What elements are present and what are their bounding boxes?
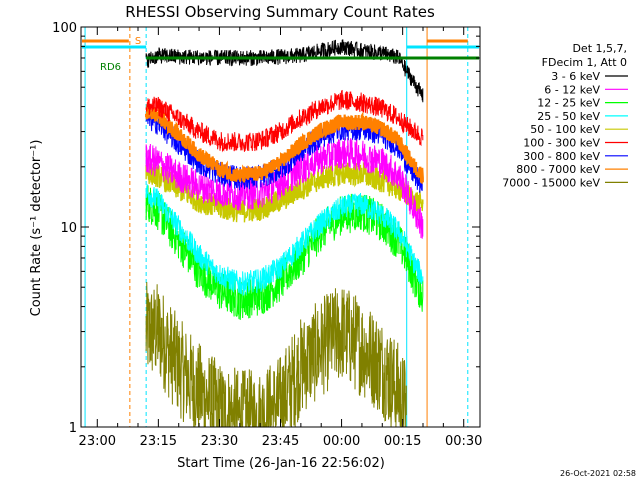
y-tick-label: 1 [69, 421, 77, 436]
legend-entry-label: 6 - 12 keV [544, 83, 600, 96]
y-axis: 1 10 100 [52, 21, 480, 436]
legend-entry-label: 800 - 7000 keV [516, 163, 600, 176]
series-layer [145, 39, 424, 428]
x-tick-label: 00:00 [323, 434, 360, 449]
x-tick-label: 00:30 [445, 434, 482, 449]
timestamp: 26-Oct-2021 02:58 [560, 469, 636, 478]
series-line-6-12-kev [145, 137, 424, 239]
chart-title: RHESSI Observing Summary Count Rates [125, 3, 435, 21]
x-axis: 23:00 23:15 23:30 23:45 00:00 00:15 00:30 [79, 27, 482, 449]
x-tick-label: 23:00 [79, 434, 116, 449]
flag-rd6-label: RD6 [100, 62, 121, 73]
y-tick-label: 100 [52, 21, 77, 36]
series-line-3-6-kev [145, 39, 424, 103]
vertical-markers [84, 27, 469, 427]
series-line-25-50-kev [145, 184, 424, 297]
series-line-800-7000-kev [145, 104, 424, 185]
legend-header: FDecim 1, Att 0 [542, 56, 627, 69]
y-axis-label: Count Rate (s⁻¹ detector⁻¹) [29, 140, 44, 317]
x-tick-label: 23:30 [201, 434, 238, 449]
legend-entry-label: 300 - 800 keV [523, 150, 600, 163]
legend-header: Det 1,5,7, [572, 42, 627, 55]
x-tick-label: 23:15 [140, 434, 177, 449]
x-tick-label: 00:15 [384, 434, 421, 449]
x-axis-label: Start Time (26-Jan-16 22:56:02) [177, 456, 385, 471]
legend-entry-label: 100 - 300 keV [523, 137, 600, 150]
series-line-300-800-kev [145, 108, 424, 193]
series-line-7000-15000-kev [145, 281, 407, 428]
y-tick-label: 10 [60, 221, 77, 236]
flag-s-label: S [135, 36, 141, 47]
legend-entry-label: 3 - 6 keV [551, 70, 600, 83]
series-line-100-300-kev [145, 89, 424, 153]
x-tick-label: 23:45 [262, 434, 299, 449]
legend-entry-label: 12 - 25 keV [537, 97, 600, 110]
state-flags: S RD6 [82, 36, 479, 73]
legend-entry-label: 25 - 50 keV [537, 110, 600, 123]
legend-entry-label: 7000 - 15000 keV [502, 176, 600, 189]
legend-entry-label: 50 - 100 keV [530, 123, 600, 136]
